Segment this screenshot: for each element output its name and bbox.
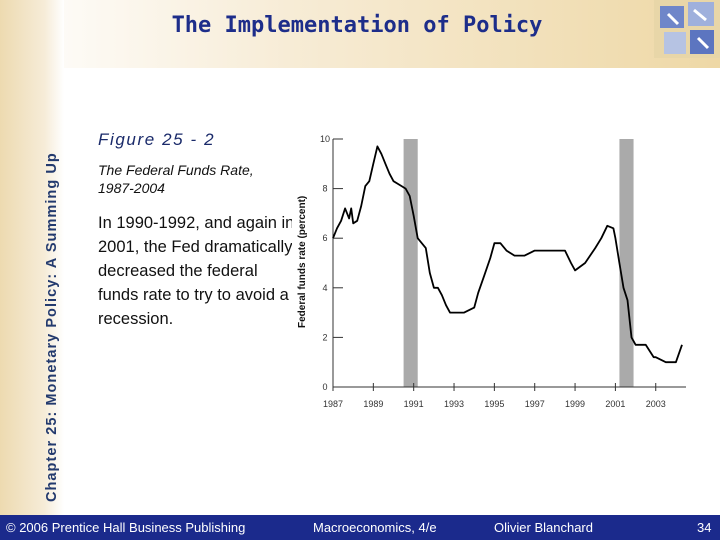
header-band [0,0,720,68]
series-line-1 [332,145,683,364]
x-tick-label-1991: 1991 [404,399,424,409]
x-tick-label-1989: 1989 [363,399,383,409]
chart-background [292,126,698,418]
footer-bar [0,515,720,540]
slide-title: The Implementation of Policy [171,13,543,38]
y-tick-label-8: 8 [322,184,327,194]
figure-caption-panel [88,123,298,337]
chart-y-axis-label: Federal funds rate (percent) [297,195,308,328]
y-tick-label-10: 10 [320,134,330,144]
x-tick-label-1993: 1993 [444,399,464,409]
y-tick-label-4: 4 [322,283,327,293]
x-tick-label-1987: 1987 [323,399,343,409]
recession-band-2 [619,139,634,387]
footer-copyright: © 2006 Prentice Hall Business Publishing [6,520,246,535]
x-tick-label-1999: 1999 [565,399,585,409]
figure-description: In 1990-1992, and again in 2001, the Fed… [98,214,295,328]
y-tick-label-0: 0 [322,382,327,392]
x-tick-label-1995: 1995 [484,399,504,409]
x-tick-label-2003: 2003 [646,399,666,409]
footer-author: Olivier Blanchard [494,520,593,535]
y-tick-label-2: 2 [322,332,327,342]
side-stripe [0,0,64,515]
page-number: 34 [697,520,712,535]
figure-title: Figure 25 - 2 [98,130,216,149]
footer-book: Macroeconomics, 4/e [313,520,437,535]
x-tick-label-2001: 2001 [605,399,625,409]
publisher-logo-icon [654,0,720,58]
y-tick-label-6: 6 [322,233,327,243]
x-tick-label-1997: 1997 [525,399,545,409]
figure-subtitle: The Federal Funds Rate, 1987-2004 [98,162,254,196]
recession-band-1 [403,139,418,387]
